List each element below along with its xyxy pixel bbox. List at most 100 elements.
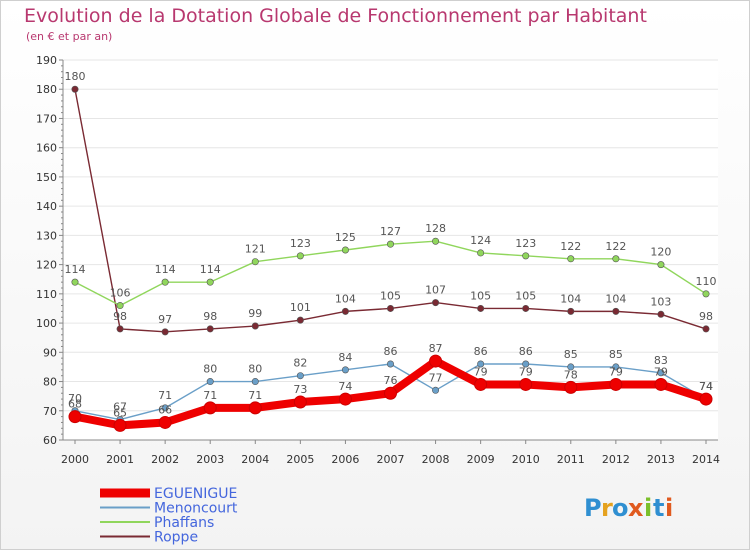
data-point [522, 304, 530, 312]
data-point [386, 304, 394, 312]
grid-layer [63, 59, 718, 441]
data-label: 85 [609, 348, 623, 361]
logo-letter: r [601, 494, 613, 522]
data-point [293, 395, 307, 409]
y-tick-label: 80 [43, 376, 57, 389]
legend-label: Phaffans [154, 515, 214, 531]
data-point [519, 377, 533, 391]
data-label: 121 [245, 243, 266, 256]
data-point [657, 369, 665, 377]
data-label: 128 [425, 222, 446, 235]
y-tick-label: 150 [36, 171, 57, 184]
data-point [609, 377, 623, 391]
data-point [384, 386, 397, 400]
x-tick-label: 2008 [422, 453, 450, 466]
legend-label: Roppe [154, 530, 198, 546]
x-tick-label: 2003 [196, 453, 224, 466]
data-label: 71 [248, 389, 262, 402]
data-point [702, 290, 710, 298]
logo-letter: x [628, 494, 644, 522]
legend-item-phaffans: Phaffans [100, 515, 214, 531]
data-point [432, 237, 440, 245]
data-point [113, 418, 127, 432]
data-point [116, 302, 124, 310]
data-label: 98 [699, 310, 713, 323]
data-point [477, 249, 485, 257]
data-label: 114 [155, 263, 176, 276]
chart-title: Evolution de la Dotation Globale de Fonc… [24, 5, 647, 27]
data-point [251, 258, 259, 266]
data-label: 122 [605, 240, 626, 253]
data-label: 79 [474, 365, 488, 378]
data-point [296, 316, 304, 324]
data-label: 120 [650, 246, 671, 259]
data-point [341, 246, 349, 254]
data-label: 127 [380, 225, 401, 238]
data-label: 78 [564, 368, 578, 381]
data-point [522, 360, 530, 368]
x-tick-label: 2011 [557, 453, 585, 466]
data-label-layer: 180 98 97 98 99 101 104 105 107 105 105 104 104 103 98… [65, 70, 717, 419]
legend-label: EGUENIGUE [154, 486, 237, 502]
logo-letter: o [612, 494, 629, 522]
data-label: 73 [293, 383, 307, 396]
data-label: 80 [248, 363, 262, 376]
data-label: 74 [699, 380, 713, 393]
data-label: 76 [384, 374, 398, 387]
data-label: 82 [293, 357, 307, 370]
data-label: 123 [515, 237, 536, 250]
data-point [699, 392, 713, 406]
legend-item-roppe: Roppe [100, 530, 198, 546]
data-label: 180 [65, 70, 86, 83]
data-label: 105 [515, 289, 536, 302]
y-tick-label: 70 [43, 405, 57, 418]
logo-letter: i [644, 494, 652, 522]
data-label: 110 [696, 275, 717, 288]
data-label: 79 [609, 365, 623, 378]
data-point [477, 304, 485, 312]
data-point [477, 360, 485, 368]
data-point [251, 378, 259, 386]
data-label: 65 [113, 406, 127, 419]
data-point [341, 307, 349, 315]
legend-item-eguenigue: EGUENIGUE [100, 486, 237, 502]
data-point [71, 278, 79, 286]
x-tick-label: 2002 [151, 453, 179, 466]
x-tick-label: 2013 [647, 453, 675, 466]
data-point [612, 363, 620, 371]
x-tick-label: 2000 [61, 453, 89, 466]
data-label: 86 [519, 345, 533, 358]
x-tick-label: 2005 [286, 453, 314, 466]
y-tick-label: 120 [36, 259, 57, 272]
series-eguenigue [68, 354, 713, 432]
data-point [429, 354, 443, 368]
data-label: 74 [699, 380, 713, 393]
data-point [206, 278, 214, 286]
data-point [567, 307, 575, 315]
data-point [386, 240, 394, 248]
data-point [564, 380, 578, 394]
data-point [432, 386, 440, 394]
data-label: 97 [158, 313, 172, 326]
data-label: 104 [605, 292, 626, 305]
y-tick-label: 100 [36, 317, 57, 330]
data-point [341, 366, 349, 374]
legend-label: Menoncourt [154, 501, 238, 517]
x-tick-label: 2010 [512, 453, 540, 466]
series-phaffans [71, 237, 710, 310]
legend-item-menoncourt: Menoncourt [100, 501, 238, 517]
data-point [474, 377, 488, 391]
y-tick-label: 190 [36, 54, 57, 67]
data-point [338, 392, 352, 406]
y-tick-label: 90 [43, 346, 57, 359]
data-label: 70 [68, 392, 82, 405]
data-label: 98 [203, 310, 217, 323]
data-label: 104 [335, 292, 356, 305]
data-label: 124 [470, 234, 491, 247]
data-label: 83 [654, 354, 668, 367]
data-point [522, 252, 530, 260]
data-point [432, 299, 440, 307]
